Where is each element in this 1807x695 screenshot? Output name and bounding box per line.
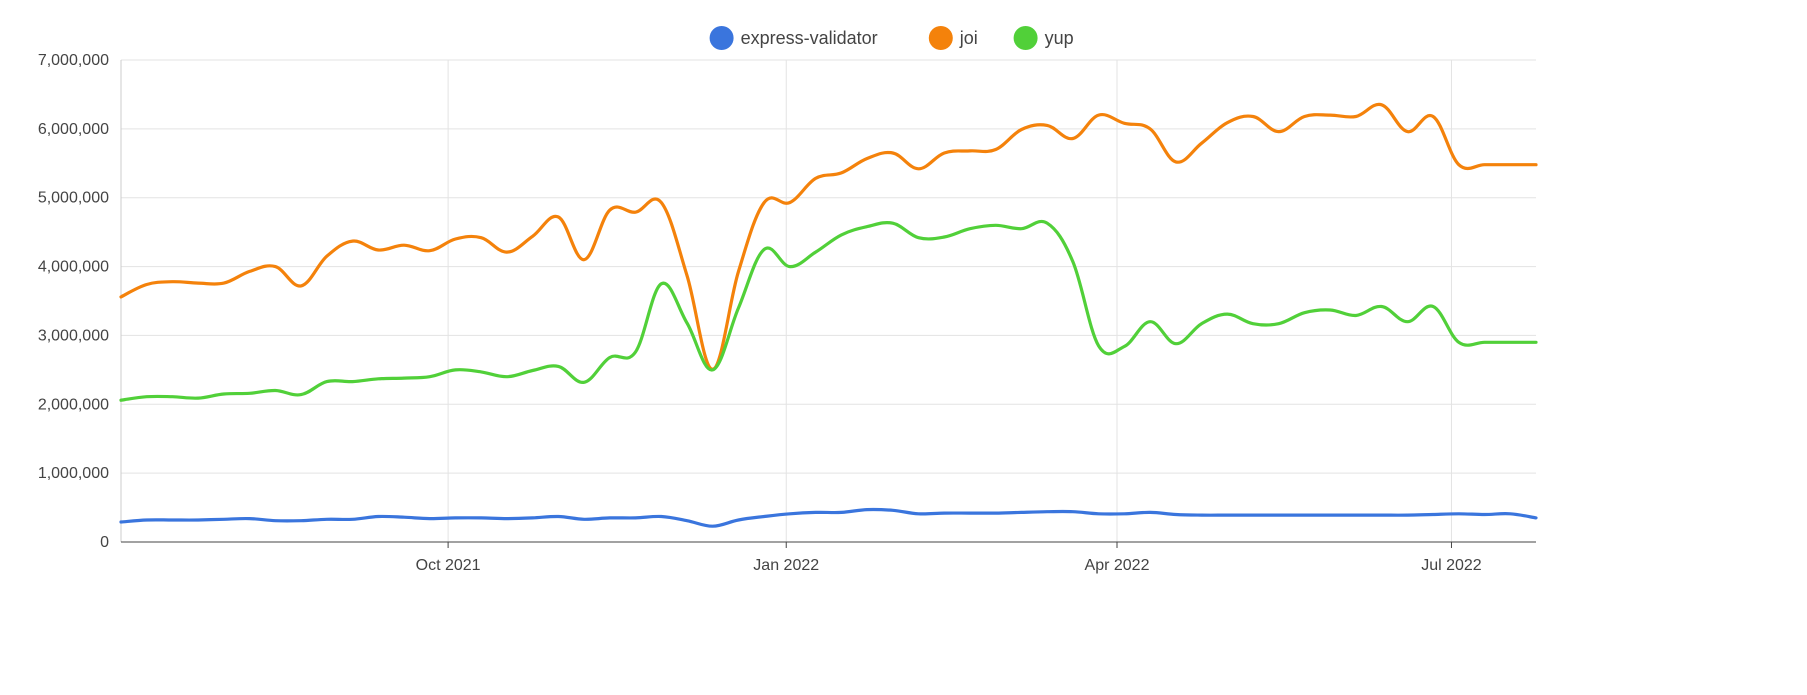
series-line-express-validator[interactable]	[119, 507, 1538, 528]
series-line-joi[interactable]	[119, 102, 1538, 371]
y-tick-label: 1,000,000	[38, 465, 109, 482]
grid	[121, 59, 1536, 542]
y-tick-label: 5,000,000	[38, 190, 109, 207]
legend-swatch	[1013, 26, 1038, 50]
x-tick-label: Jul 2022	[1421, 557, 1482, 574]
y-tick-label: 4,000,000	[38, 259, 109, 276]
legend-item-yup[interactable]: yup	[1013, 26, 1074, 50]
legend-label: express-validator	[741, 28, 878, 48]
series-lines	[119, 102, 1538, 528]
legend-item-express-validator[interactable]: express-validator	[709, 26, 878, 50]
y-tick-label: 3,000,000	[38, 327, 109, 344]
axes: 0 1,000,000 2,000,000 3,000,000 4,000,000 5,0…	[38, 52, 1536, 574]
legend-label: joi	[959, 28, 978, 48]
legend[interactable]: express-validator joi yup	[709, 26, 1074, 50]
series-line-yup[interactable]	[119, 219, 1538, 402]
legend-swatch	[709, 26, 734, 50]
legend-item-joi[interactable]: joi	[928, 26, 978, 50]
legend-label: yup	[1045, 28, 1074, 48]
y-tick-label: 0	[100, 534, 109, 551]
y-tick-label: 2,000,000	[38, 396, 109, 413]
x-tick-label: Oct 2021	[416, 557, 481, 574]
legend-swatch	[928, 26, 953, 50]
x-tick-label: Jan 2022	[753, 557, 819, 574]
y-tick-label: 6,000,000	[38, 121, 109, 138]
x-tick-label: Apr 2022	[1085, 557, 1150, 574]
y-tick-label: 7,000,000	[38, 52, 109, 69]
